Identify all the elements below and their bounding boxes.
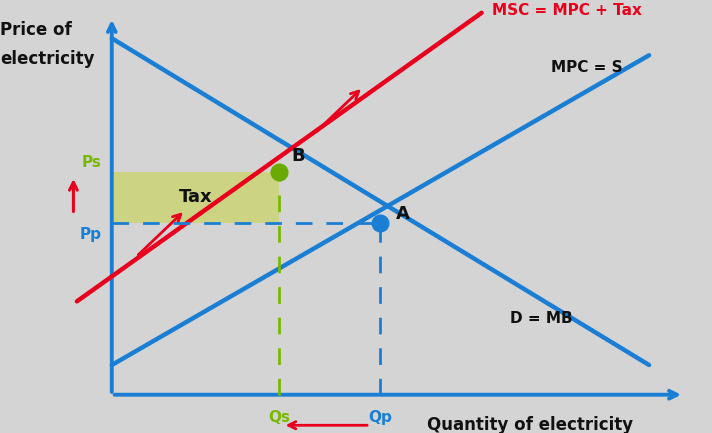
Text: A: A [396, 205, 409, 223]
Text: MPC = S: MPC = S [551, 61, 623, 75]
FancyBboxPatch shape [112, 172, 279, 223]
Text: Ps: Ps [81, 155, 101, 170]
Text: Quantity of electricity: Quantity of electricity [427, 416, 634, 433]
Text: Price of: Price of [0, 21, 72, 39]
Text: Qp: Qp [369, 410, 392, 425]
Text: D = MB: D = MB [510, 311, 572, 326]
Text: MSC = MPC + Tax: MSC = MPC + Tax [492, 3, 642, 18]
Text: Pp: Pp [79, 227, 101, 242]
Text: B: B [292, 147, 305, 165]
Text: electricity: electricity [0, 51, 95, 68]
Text: Qs: Qs [268, 410, 290, 425]
Text: Tax: Tax [179, 188, 212, 207]
